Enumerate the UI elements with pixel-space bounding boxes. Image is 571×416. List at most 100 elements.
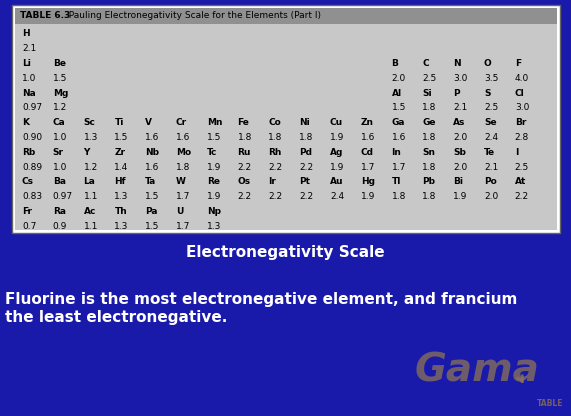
Text: In: In bbox=[392, 148, 401, 157]
Text: 1.0: 1.0 bbox=[53, 163, 67, 172]
Text: 1.5: 1.5 bbox=[53, 74, 67, 83]
Text: V: V bbox=[145, 118, 152, 127]
Text: Rh: Rh bbox=[268, 148, 282, 157]
Text: S: S bbox=[484, 89, 490, 98]
Text: 1.8: 1.8 bbox=[299, 133, 313, 142]
Text: Al: Al bbox=[392, 89, 402, 98]
Text: Br: Br bbox=[515, 118, 526, 127]
Text: 1.0: 1.0 bbox=[22, 74, 37, 83]
Text: 2.2: 2.2 bbox=[268, 192, 283, 201]
Text: 1.5: 1.5 bbox=[392, 104, 406, 112]
Text: 3.5: 3.5 bbox=[484, 74, 498, 83]
FancyBboxPatch shape bbox=[15, 8, 557, 230]
Text: P: P bbox=[453, 89, 460, 98]
Text: Nb: Nb bbox=[145, 148, 159, 157]
Text: 2.0: 2.0 bbox=[484, 192, 498, 201]
Text: Hg: Hg bbox=[361, 178, 375, 186]
Text: 2.1: 2.1 bbox=[484, 163, 498, 172]
Text: 2.1: 2.1 bbox=[22, 44, 36, 53]
Text: Np: Np bbox=[207, 207, 221, 216]
Text: 2.0: 2.0 bbox=[453, 163, 468, 172]
Text: 2.1: 2.1 bbox=[453, 104, 468, 112]
Text: 2.5: 2.5 bbox=[423, 74, 437, 83]
Text: 0.9: 0.9 bbox=[53, 222, 67, 231]
Text: Ca: Ca bbox=[53, 118, 66, 127]
Text: 3.0: 3.0 bbox=[453, 74, 468, 83]
Text: Mg: Mg bbox=[53, 89, 68, 98]
Text: Mn: Mn bbox=[207, 118, 222, 127]
Text: At: At bbox=[515, 178, 526, 186]
Text: Cd: Cd bbox=[361, 148, 374, 157]
Text: 1.7: 1.7 bbox=[176, 192, 190, 201]
Text: Os: Os bbox=[238, 178, 251, 186]
Text: Re: Re bbox=[207, 178, 220, 186]
Text: Ti: Ti bbox=[114, 118, 124, 127]
Text: Po: Po bbox=[484, 178, 497, 186]
Text: 2.5: 2.5 bbox=[515, 163, 529, 172]
Text: Th: Th bbox=[114, 207, 127, 216]
Text: K: K bbox=[22, 118, 29, 127]
Text: Na: Na bbox=[22, 89, 36, 98]
Text: Pt: Pt bbox=[299, 178, 310, 186]
Text: H: H bbox=[22, 30, 30, 39]
Text: Pd: Pd bbox=[299, 148, 312, 157]
Text: Ru: Ru bbox=[238, 148, 251, 157]
Text: 1.6: 1.6 bbox=[392, 133, 406, 142]
Text: 4.0: 4.0 bbox=[515, 74, 529, 83]
Text: Cl: Cl bbox=[515, 89, 525, 98]
Text: 0.97: 0.97 bbox=[22, 104, 42, 112]
Text: Ba: Ba bbox=[53, 178, 66, 186]
Text: Se: Se bbox=[484, 118, 497, 127]
Text: 2.4: 2.4 bbox=[484, 133, 498, 142]
Text: C: C bbox=[423, 59, 429, 68]
Text: F: F bbox=[515, 59, 521, 68]
Text: 2.2: 2.2 bbox=[299, 192, 313, 201]
Text: 1.5: 1.5 bbox=[145, 192, 159, 201]
Text: 2.2: 2.2 bbox=[299, 163, 313, 172]
Text: 1.8: 1.8 bbox=[423, 163, 437, 172]
Text: Tl: Tl bbox=[392, 178, 401, 186]
Text: 1.3: 1.3 bbox=[114, 192, 129, 201]
Text: Fr: Fr bbox=[22, 207, 32, 216]
Text: Fluorine is the most electronegative element, and francium: Fluorine is the most electronegative ele… bbox=[5, 292, 517, 307]
Text: 1.1: 1.1 bbox=[83, 192, 98, 201]
Text: 0.97: 0.97 bbox=[53, 192, 73, 201]
Text: 1.9: 1.9 bbox=[453, 192, 468, 201]
Text: the least electronegative.: the least electronegative. bbox=[5, 310, 227, 325]
Text: 1.5: 1.5 bbox=[145, 222, 159, 231]
Text: 1.9: 1.9 bbox=[361, 192, 375, 201]
Text: 1.0: 1.0 bbox=[53, 133, 67, 142]
Text: 1.8: 1.8 bbox=[423, 133, 437, 142]
Text: Ra: Ra bbox=[53, 207, 66, 216]
Text: 1.5: 1.5 bbox=[114, 133, 129, 142]
Text: 1.3: 1.3 bbox=[83, 133, 98, 142]
Text: 1.8: 1.8 bbox=[176, 163, 190, 172]
Text: 0.7: 0.7 bbox=[22, 222, 37, 231]
Text: Pauling Electronegativity Scale for the Elements (Part I): Pauling Electronegativity Scale for the … bbox=[63, 12, 321, 20]
Text: B: B bbox=[392, 59, 399, 68]
Text: TABLE 6.3: TABLE 6.3 bbox=[20, 12, 70, 20]
Text: 0.89: 0.89 bbox=[22, 163, 42, 172]
Text: Ga: Ga bbox=[392, 118, 405, 127]
Text: Sr: Sr bbox=[53, 148, 64, 157]
Text: Sn: Sn bbox=[423, 148, 436, 157]
Text: 1.3: 1.3 bbox=[114, 222, 129, 231]
Text: Ta: Ta bbox=[145, 178, 156, 186]
Text: Cs: Cs bbox=[22, 178, 34, 186]
Text: N: N bbox=[453, 59, 461, 68]
Text: Y: Y bbox=[83, 148, 90, 157]
Text: Rb: Rb bbox=[22, 148, 35, 157]
Text: Cr: Cr bbox=[176, 118, 187, 127]
Text: 1.3: 1.3 bbox=[207, 222, 221, 231]
Text: Ag: Ag bbox=[330, 148, 343, 157]
Text: W: W bbox=[176, 178, 186, 186]
Text: 1.6: 1.6 bbox=[361, 133, 375, 142]
Text: La: La bbox=[83, 178, 95, 186]
Text: Cu: Cu bbox=[330, 118, 343, 127]
Text: Co: Co bbox=[268, 118, 281, 127]
Text: Pb: Pb bbox=[423, 178, 436, 186]
Text: Sb: Sb bbox=[453, 148, 466, 157]
Text: Zn: Zn bbox=[361, 118, 374, 127]
Text: 2.2: 2.2 bbox=[268, 163, 283, 172]
Text: 1.9: 1.9 bbox=[330, 163, 344, 172]
